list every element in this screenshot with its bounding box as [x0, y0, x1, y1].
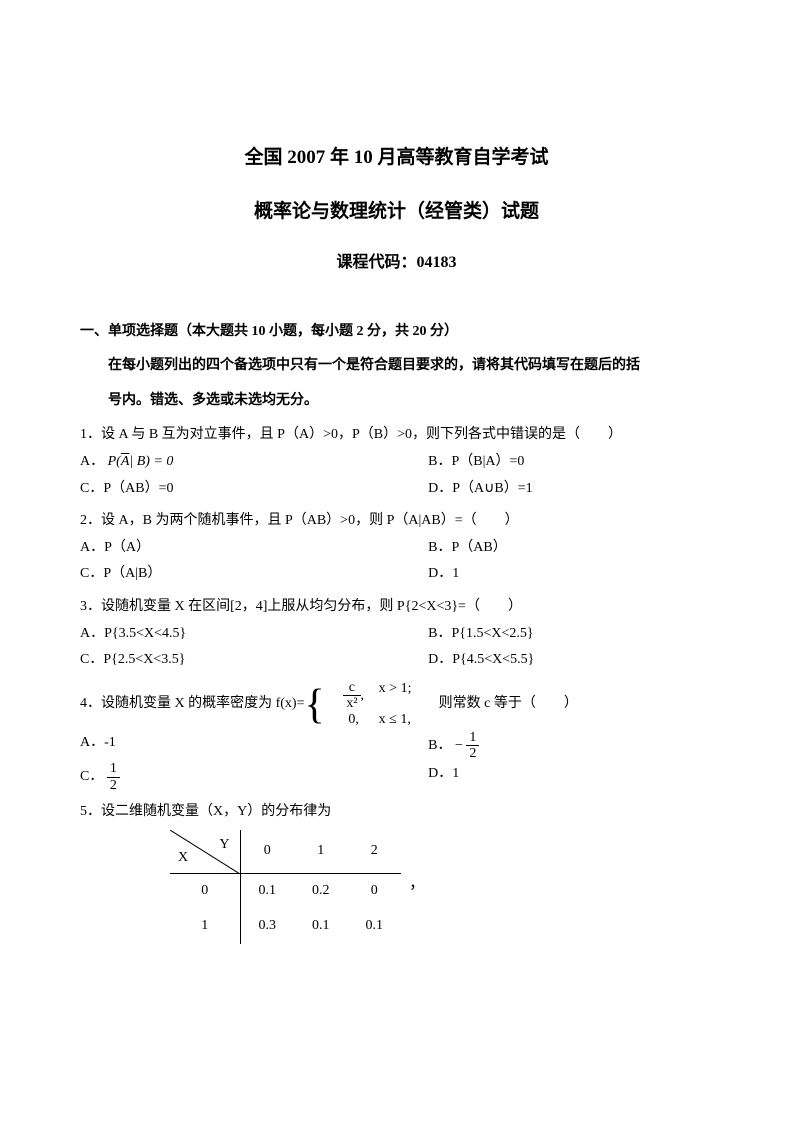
dist-col-1: 1: [294, 830, 348, 874]
dist-c02: 0: [348, 874, 402, 909]
q4-zero: 0,: [329, 711, 379, 729]
q4-option-a: A．-1: [80, 730, 428, 762]
dist-header-row: Y X 0 1 2: [170, 830, 401, 874]
q1-opta-pre: A．: [80, 454, 104, 469]
q4-optb-neg: −: [455, 738, 463, 753]
q3-option-b: B．P{1.5<X<2.5}: [428, 621, 713, 648]
section-1-note-b: 号内。错选、多选或未选均无分。: [80, 388, 713, 415]
q1-option-c: C．P（AB）=0: [80, 476, 428, 503]
dist-col-0: 0: [240, 830, 294, 874]
frac-comma: ,: [361, 688, 365, 703]
q4-option-d: D．1: [428, 761, 713, 793]
q4-optb-pre: B．: [428, 738, 451, 753]
q3-option-d: D．P{4.5<X<5.5}: [428, 647, 713, 674]
q4-optc-pre: C．: [80, 770, 103, 785]
q3-option-c: C．P{2.5<X<3.5}: [80, 647, 428, 674]
q4-text-post: 则常数 c 等于（ ）: [439, 691, 578, 718]
q4-optb-den: 2: [466, 746, 479, 761]
section-1-heading: 一、单项选择题（本大题共 10 小题，每小题 2 分，共 20 分）: [80, 319, 713, 346]
q4-frac-den: x²: [343, 696, 360, 711]
dist-c01: 0.2: [294, 874, 348, 909]
dist-hdr-x: X: [178, 845, 188, 872]
question-5: 5．设二维随机变量（X，Y）的分布律为: [80, 799, 713, 826]
q2-option-a: A．P（A）: [80, 535, 428, 562]
question-2-options-row2: C．P（A|B） D．1: [80, 561, 713, 588]
q2-option-c: C．P（A|B）: [80, 561, 428, 588]
q4-frac-num: c: [343, 680, 360, 696]
section-1-note-a: 在每小题列出的四个备选项中只有一个是符合题目要求的，请将其代码填写在题后的括: [80, 353, 713, 380]
q4-frac: c x²: [343, 680, 360, 712]
q4-option-c: C． 1 2: [80, 761, 428, 793]
exam-title-line1: 全国 2007 年 10 月高等教育自学考试: [80, 140, 713, 176]
q4-text-pre: 4．设随机变量 X 的概率密度为 f(x)=: [80, 691, 305, 718]
dist-row-1-label: 1: [170, 909, 240, 944]
dist-c12: 0.1: [348, 909, 402, 944]
q1-option-d: D．P（A∪B）=1: [428, 476, 713, 503]
question-3-options-row1: A．P{3.5<X<4.5} B．P{1.5<X<2.5}: [80, 621, 713, 648]
q4-option-b: B． − 1 2: [428, 730, 713, 762]
dist-row-0: 0 0.1 0.2 0: [170, 874, 401, 909]
q1-opta-after: | B) = 0: [129, 454, 173, 469]
q4-cond2: x ≤ 1,: [379, 711, 439, 729]
q4-optb-frac: 1 2: [466, 730, 479, 762]
dist-col-2: 2: [348, 830, 402, 874]
q1-option-b: B．P（B|A）=0: [428, 449, 713, 476]
question-3-options-row2: C．P{2.5<X<3.5} D．P{4.5<X<5.5}: [80, 647, 713, 674]
q2-option-b: B．P（AB）: [428, 535, 713, 562]
q4-optc-frac: 1 2: [107, 761, 120, 793]
dist-c10: 0.3: [240, 909, 294, 944]
course-code: 课程代码：04183: [80, 248, 713, 278]
dist-row-1: 1 0.3 0.1 0.1: [170, 909, 401, 944]
question-2: 2．设 A，B 为两个随机事件，且 P（AB）>0，则 P（A|AB）=（ ）: [80, 508, 713, 535]
dist-c00: 0.1: [240, 874, 294, 909]
question-4-options-row2: C． 1 2 D．1: [80, 761, 713, 793]
dist-hdr-y: Y: [219, 832, 229, 859]
question-4: 4．设随机变量 X 的概率密度为 f(x)= { c x² , x > 1; 0…: [80, 680, 713, 730]
q4-piecewise: { c x² , x > 1; 0, x ≤ 1,: [305, 680, 439, 730]
dist-row-0-label: 0: [170, 874, 240, 909]
question-3: 3．设随机变量 X 在区间[2，4]上服从均匀分布，则 P{2<X<3}=（ ）: [80, 594, 713, 621]
q3-option-a: A．P{3.5<X<4.5}: [80, 621, 428, 648]
question-1-options-row2: C．P（AB）=0 D．P（A∪B）=1: [80, 476, 713, 503]
q4-cond1: x > 1;: [379, 680, 439, 712]
question-2-options-row1: A．P（A） B．P（AB）: [80, 535, 713, 562]
left-brace-icon: {: [305, 684, 325, 726]
question-1: 1．设 A 与 B 互为对立事件，且 P（A）>0，P（B）>0，则下列各式中错…: [80, 422, 713, 449]
distribution-table-wrap: Y X 0 1 2 0 0.1 0.2 0 1 0.3 0.1 0.1 ，: [80, 826, 713, 944]
exam-title-line2: 概率论与数理统计（经管类）试题: [80, 194, 713, 230]
dist-c11: 0.1: [294, 909, 348, 944]
q1-option-a: A． P(A| B) = 0: [80, 449, 428, 476]
distribution-table: Y X 0 1 2 0 0.1 0.2 0 1 0.3 0.1 0.1: [170, 830, 401, 944]
q4-optb-num: 1: [466, 730, 479, 746]
q2-option-d: D．1: [428, 561, 713, 588]
question-1-options-row1: A． P(A| B) = 0 B．P（B|A）=0: [80, 449, 713, 476]
dist-diag-cell: Y X: [170, 830, 240, 874]
dist-trailing-comma: ，: [409, 869, 425, 899]
question-4-options-row1: A．-1 B． − 1 2: [80, 730, 713, 762]
q4-optc-den: 2: [107, 778, 120, 793]
q1-opta-before: P(: [108, 454, 121, 469]
q4-optc-num: 1: [107, 761, 120, 777]
